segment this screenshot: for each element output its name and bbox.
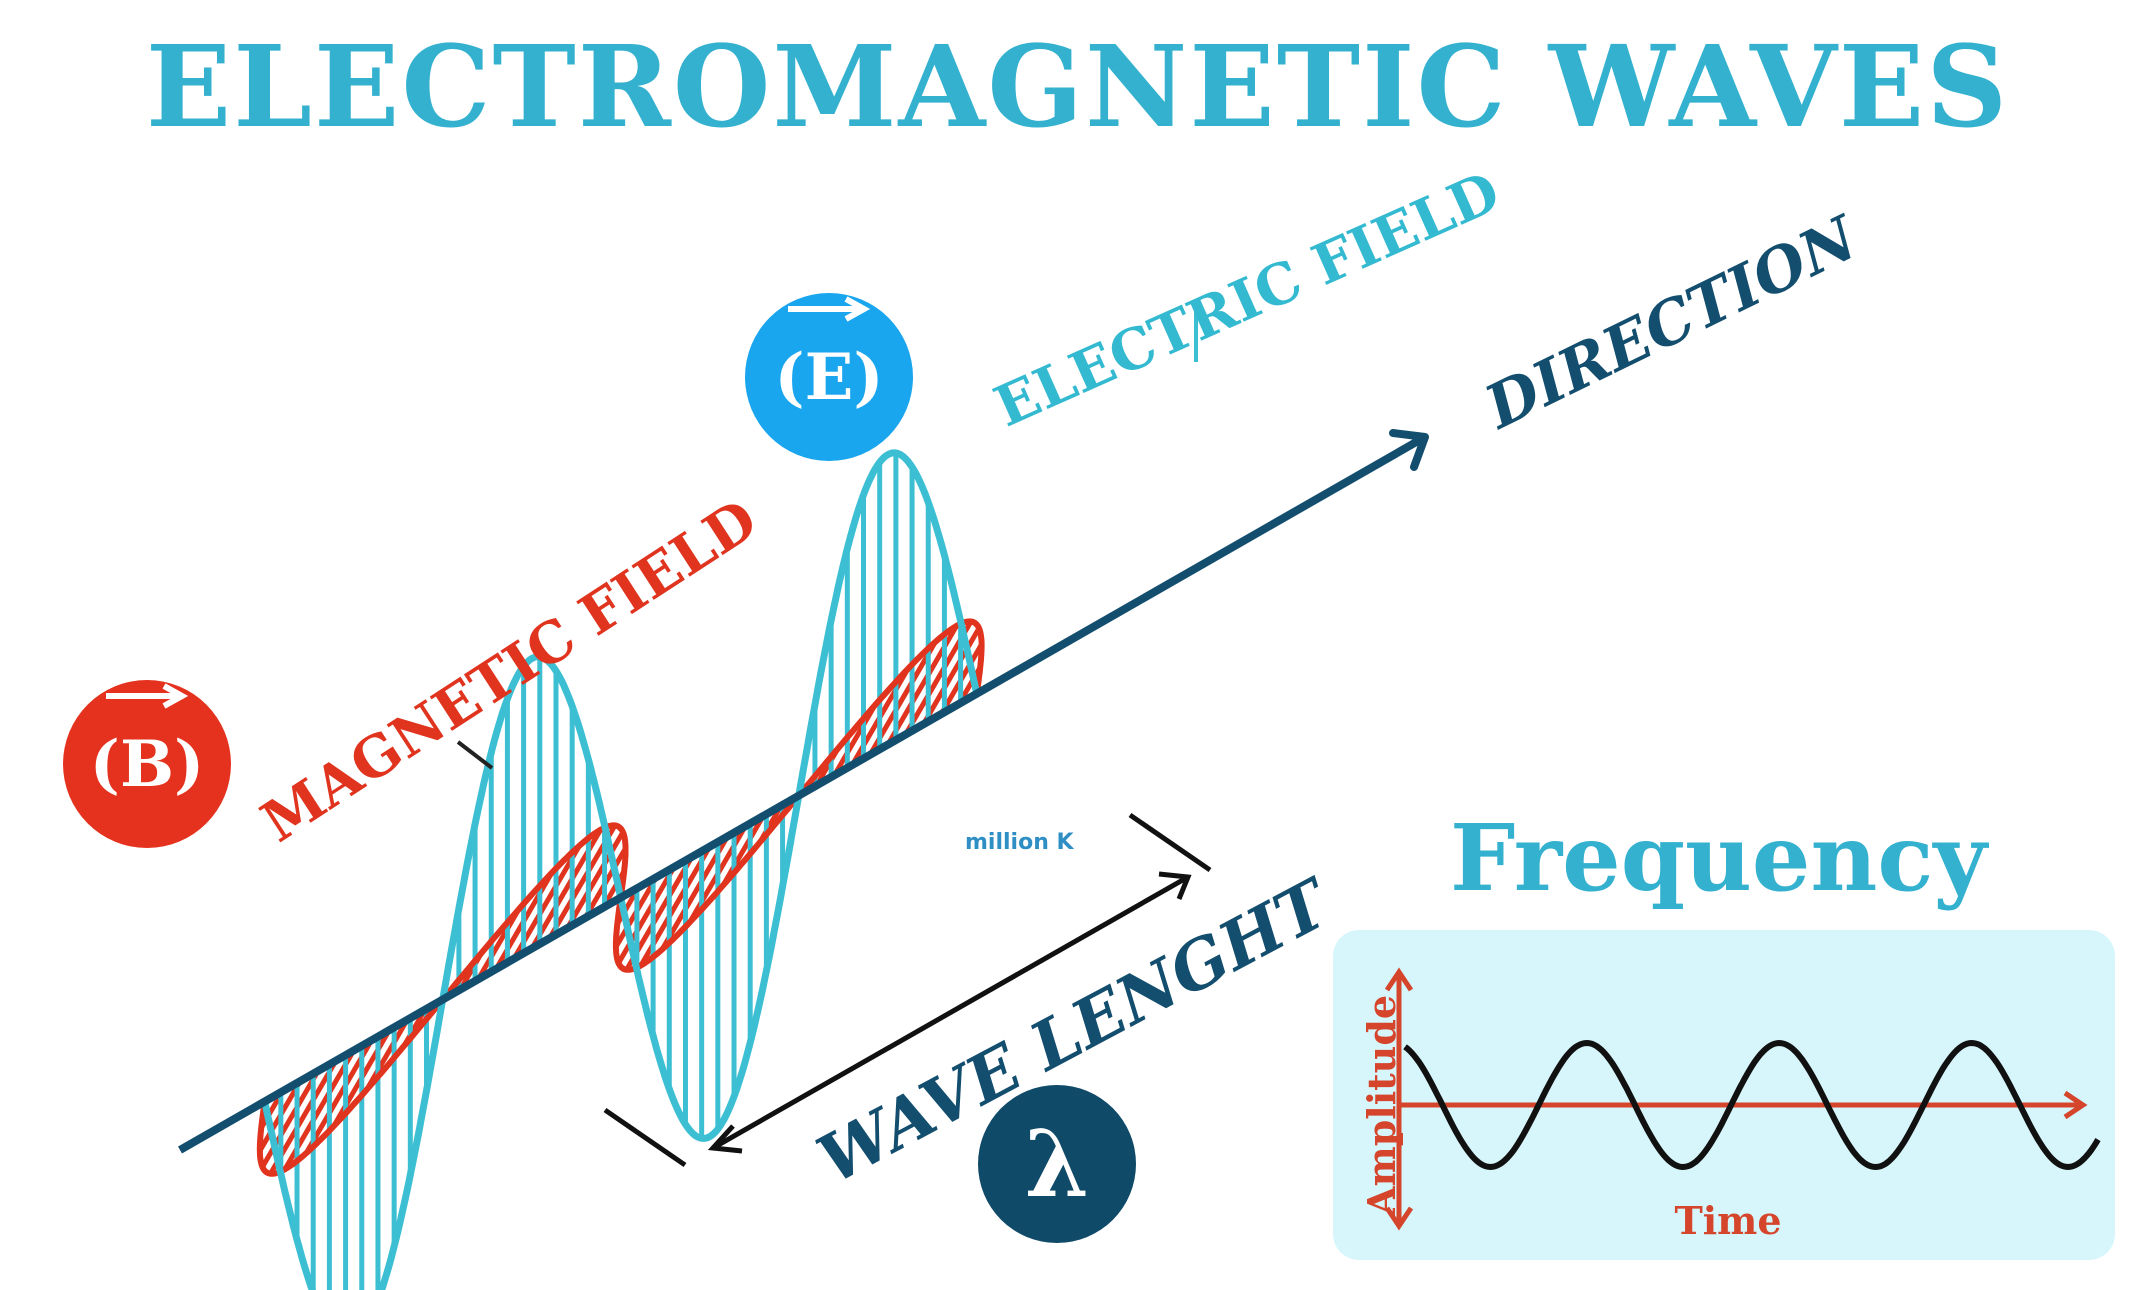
amplitude-arrow-top [1384, 967, 1414, 992]
frequency-panel: Amplitude Time [1333, 930, 2115, 1260]
amplitude-arrow-bottom [1384, 1206, 1414, 1231]
wavelength-arrowhead-left [707, 1124, 743, 1154]
direction-axis [178, 433, 1427, 1154]
magnetic-badge-letter: B [119, 726, 175, 802]
vector-arrow-icon [106, 682, 189, 709]
inline-note: million K [965, 830, 1074, 855]
magnetic-hatch-line [260, 1069, 321, 1169]
frequency-graph [1384, 967, 2101, 1231]
time-label: Time [1674, 1198, 1782, 1243]
wavelength-arrowhead-right [1158, 871, 1192, 900]
time-arrow [2063, 1090, 2088, 1120]
page-title: ELECTROMAGNETIC WAVES [145, 22, 2010, 153]
wavelength-arrow [711, 874, 1190, 1151]
frequency-sine-wave [1403, 1039, 2101, 1171]
magnetic-hatch-line [565, 830, 626, 930]
electric-badge-letter: E [804, 339, 854, 415]
direction-arrowhead [1389, 429, 1429, 471]
electric-field-badge: (E) [745, 293, 913, 461]
amplitude-label: Amplitude [1359, 994, 1404, 1216]
wavelength-tick-left [603, 1107, 687, 1168]
lambda-symbol: λ [1024, 1110, 1090, 1218]
magnetic-field-badge: (B) [63, 680, 231, 848]
frequency-title: Frequency [1450, 804, 1987, 912]
wavelength-tick-right [1128, 812, 1212, 873]
magnetic-hatch-line [616, 865, 677, 965]
vector-arrow-icon [788, 295, 871, 322]
lambda-badge: λ [978, 1085, 1136, 1243]
magnetic-hatch-line [921, 626, 982, 726]
magnetic-leader-line [456, 740, 494, 770]
